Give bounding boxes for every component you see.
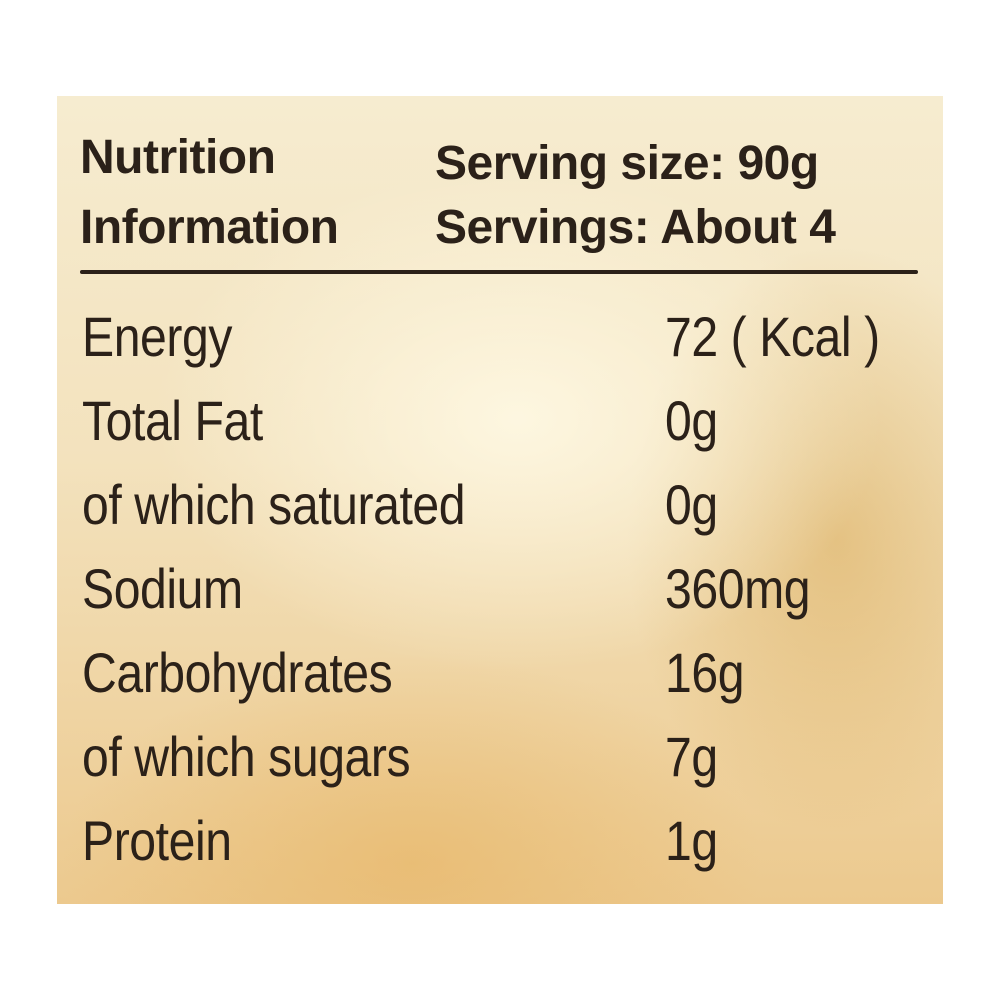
nutrient-value-total-fat: 0g	[665, 389, 718, 452]
serving-size: Serving size: 90g	[435, 137, 819, 190]
nutrient-value-sodium: 360mg	[665, 557, 811, 620]
nutrient-value-carbohydrates: 16g	[665, 641, 745, 704]
header-divider	[80, 270, 918, 274]
nutrient-name-energy: Energy	[82, 305, 233, 368]
nutrient-value-saturated-fat: 0g	[665, 473, 718, 536]
nutrient-name-carbohydrates: Carbohydrates	[82, 641, 393, 704]
nutrient-name-sugars: of which sugars	[82, 725, 411, 788]
servings-per-container: Servings: About 4	[435, 201, 836, 254]
nutrient-name-total-fat: Total Fat	[82, 389, 263, 452]
panel-title-line2: Information	[80, 201, 339, 254]
nutrient-name-saturated-fat: of which saturated	[82, 473, 466, 536]
nutrient-name-sodium: Sodium	[82, 557, 243, 620]
nutrient-value-sugars: 7g	[665, 725, 718, 788]
nutrient-value-energy: 72 ( Kcal )	[665, 305, 880, 368]
nutrient-value-protein: 1g	[665, 809, 718, 872]
panel-title-line1: Nutrition	[80, 131, 276, 184]
nutrient-name-protein: Protein	[82, 809, 232, 872]
nutrition-label-photo	[57, 96, 943, 904]
